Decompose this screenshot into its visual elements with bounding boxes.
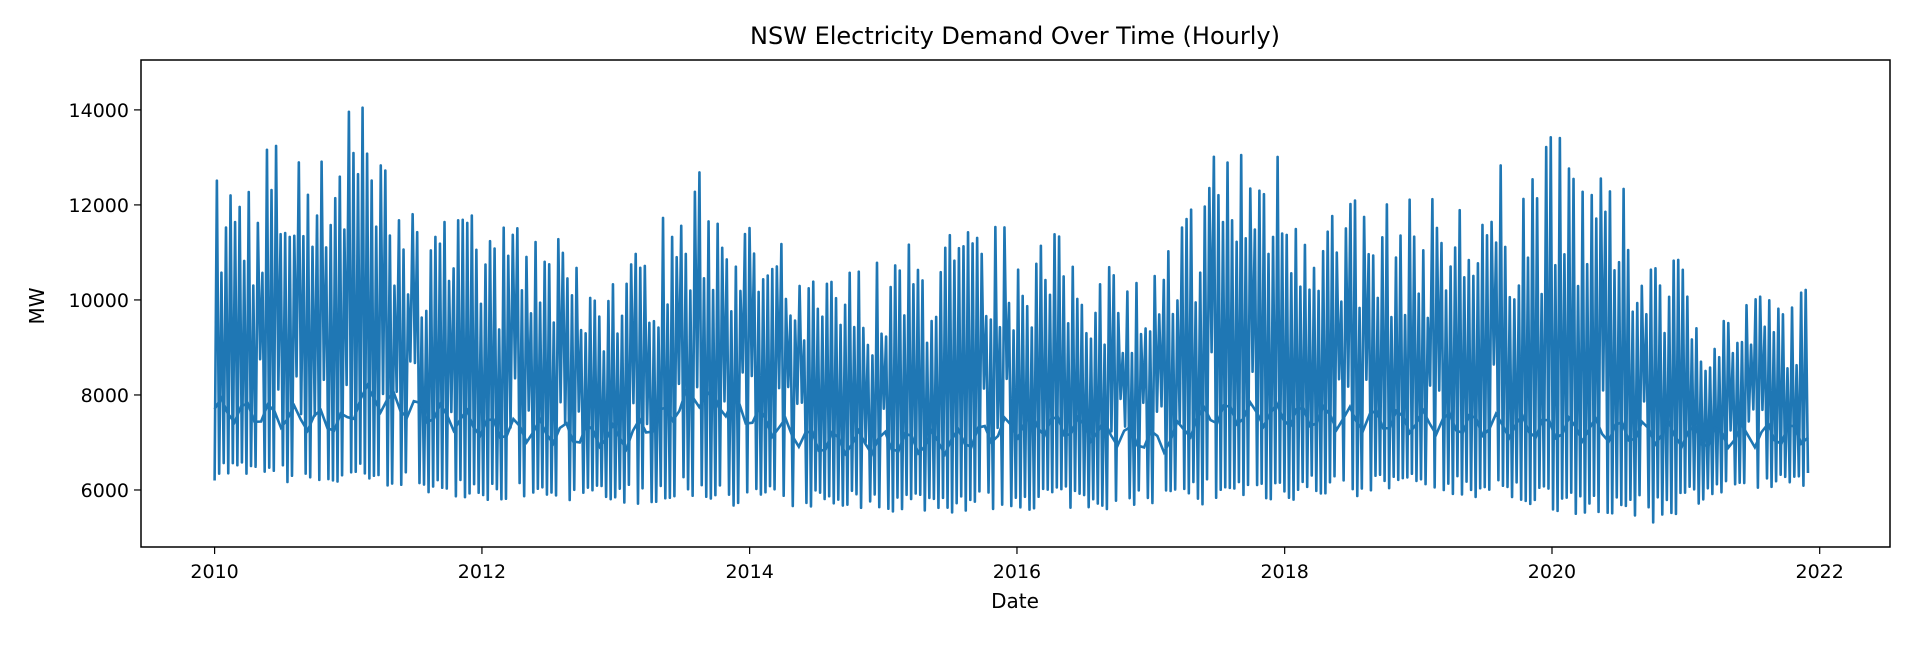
x-axis: 2010 2012 2014 2016 2018 2020 2022 — [190, 547, 1844, 583]
plot-frame — [140, 59, 1891, 548]
x-tick-label: 2014 — [725, 561, 773, 583]
y-axis: 6000 8000 10000 12000 14000 — [69, 100, 141, 502]
x-tick-label: 2016 — [993, 561, 1041, 583]
x-tick-label: 2018 — [1260, 561, 1308, 583]
demand-series-trend — [213, 382, 1809, 458]
y-tick-label: 6000 — [81, 480, 129, 502]
x-tick-label: 2022 — [1796, 561, 1844, 583]
y-tick-label: 12000 — [69, 195, 129, 217]
series-layer — [213, 106, 1810, 524]
x-axis-label: Date — [991, 589, 1039, 613]
x-tick-label: 2012 — [458, 561, 506, 583]
y-axis-label: MW — [25, 287, 49, 324]
y-tick-label: 8000 — [81, 385, 129, 407]
x-tick-label: 2010 — [190, 561, 238, 583]
demand-series-line — [213, 106, 1810, 524]
x-tick-label: 2020 — [1528, 561, 1576, 583]
y-tick-label: 14000 — [69, 100, 129, 122]
chart-title: NSW Electricity Demand Over Time (Hourly… — [750, 22, 1280, 50]
y-tick-label: 10000 — [69, 290, 129, 312]
